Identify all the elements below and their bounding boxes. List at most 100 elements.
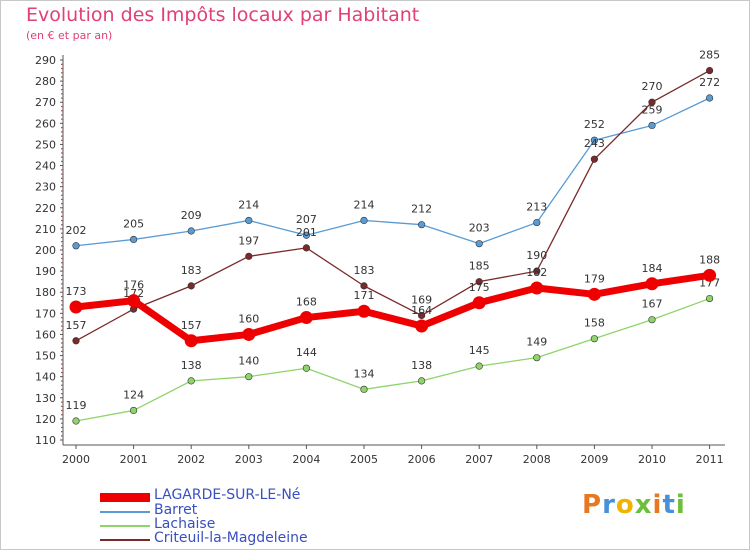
chart-title: Evolution des Impôts locaux par Habitant — [26, 4, 420, 26]
y-minor-tick — [61, 363, 63, 365]
y-minor-tick — [61, 431, 63, 433]
y-minor-tick — [61, 160, 63, 163]
legend-swatch — [100, 493, 150, 502]
data-label: 214 — [354, 198, 375, 211]
data-point — [299, 311, 313, 325]
y-minor-tick — [61, 118, 63, 120]
series-line — [75, 297, 711, 422]
data-label: 207 — [296, 213, 317, 226]
data-label: 160 — [238, 312, 259, 325]
data-label: 175 — [469, 281, 490, 294]
data-point — [587, 287, 601, 301]
y-minor-tick — [61, 211, 63, 213]
data-label: 167 — [642, 298, 663, 311]
y-minor-tick — [61, 139, 63, 141]
y-minor-tick — [61, 388, 63, 391]
data-label: 183 — [181, 264, 202, 277]
data-point — [590, 155, 599, 163]
y-tick-label: 130 — [35, 392, 56, 405]
data-point — [357, 304, 371, 318]
y-minor-tick — [61, 169, 63, 171]
data-label: 190 — [526, 249, 547, 262]
y-minor-tick — [61, 329, 63, 331]
y-minor-tick — [61, 152, 63, 154]
y-minor-tick — [61, 401, 63, 403]
y-tick-label: 200 — [35, 244, 56, 257]
y-minor-tick — [61, 93, 63, 95]
y-minor-tick — [61, 84, 63, 87]
data-label: 164 — [411, 304, 432, 317]
y-minor-tick — [61, 262, 63, 264]
y-minor-tick — [61, 300, 63, 302]
data-point — [705, 294, 714, 303]
data-point — [418, 311, 426, 320]
data-label: 285 — [699, 49, 720, 62]
y-minor-tick — [61, 350, 63, 353]
y-minor-tick — [61, 338, 63, 340]
y-minor-tick — [61, 190, 63, 192]
y-tick-label: 260 — [35, 117, 56, 130]
legend-swatch — [100, 539, 150, 541]
data-point — [705, 66, 714, 75]
y-minor-tick — [61, 232, 63, 234]
data-point — [645, 277, 659, 291]
data-label: 149 — [526, 336, 547, 349]
y-tick-label: 120 — [35, 413, 56, 426]
data-point — [302, 231, 311, 239]
y-tick-label: 280 — [35, 75, 56, 88]
data-label: 205 — [123, 217, 144, 230]
data-point — [184, 334, 198, 348]
y-tick-label: 180 — [35, 286, 56, 299]
data-label: 171 — [354, 289, 375, 302]
data-point — [475, 240, 483, 248]
y-minor-tick — [61, 105, 63, 108]
data-label: 243 — [584, 137, 605, 150]
y-minor-tick — [61, 135, 63, 137]
data-point — [130, 406, 138, 415]
data-point — [533, 218, 541, 227]
y-minor-tick — [61, 266, 63, 268]
data-point — [418, 221, 426, 229]
data-point — [475, 278, 483, 286]
y-minor-tick — [61, 342, 63, 344]
y-minor-tick — [61, 435, 63, 437]
data-point — [242, 327, 256, 341]
data-label: 183 — [354, 264, 375, 277]
y-minor-tick — [61, 63, 63, 65]
x-tick-label: 2000 — [62, 453, 90, 466]
x-tick-label: 2001 — [120, 453, 148, 466]
y-tick-label: 150 — [35, 350, 56, 363]
data-point — [590, 136, 599, 144]
y-minor-tick — [61, 274, 63, 277]
y-minor-tick — [61, 321, 63, 323]
y-minor-tick — [61, 317, 63, 319]
data-point — [475, 362, 483, 370]
data-label: 145 — [469, 344, 490, 357]
y-minor-tick — [61, 181, 63, 184]
y-tick-label: 190 — [35, 265, 56, 278]
data-label: 184 — [642, 262, 663, 275]
legend-swatch — [100, 511, 150, 513]
data-point — [72, 337, 80, 345]
data-point — [130, 235, 138, 244]
chart-subtitle: (en € et par an) — [26, 29, 113, 42]
data-point — [703, 268, 717, 282]
data-point — [360, 282, 368, 290]
y-minor-tick — [61, 422, 63, 424]
data-label: 140 — [238, 355, 259, 368]
data-label: 185 — [469, 260, 490, 273]
x-tick-label: 2003 — [235, 453, 263, 466]
x-tick-label: 2004 — [292, 453, 320, 466]
data-label: 177 — [699, 277, 720, 290]
y-minor-tick — [61, 72, 63, 74]
data-point — [533, 354, 541, 362]
y-minor-tick — [61, 371, 63, 374]
y-minor-tick — [61, 359, 63, 361]
data-point — [187, 377, 195, 385]
y-tick-label: 250 — [35, 138, 56, 151]
legend-label: LAGARDE-SUR-LE-Né — [154, 487, 301, 503]
data-label: 270 — [642, 80, 663, 93]
y-minor-tick — [61, 236, 63, 239]
